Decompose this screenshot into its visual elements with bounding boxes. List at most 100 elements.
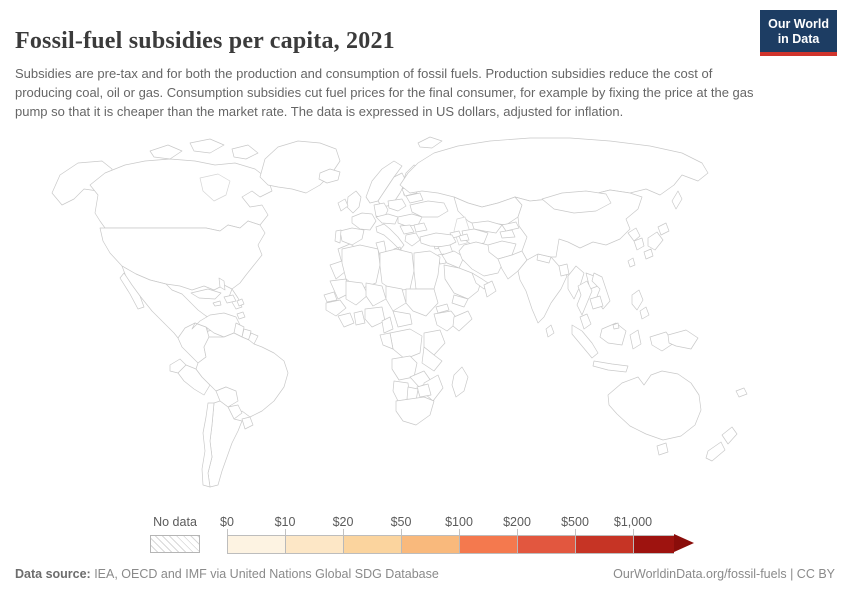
country-greece[interactable] (404, 232, 421, 247)
world-choropleth-map (51, 136, 748, 488)
country-malaysia[interactable] (579, 313, 592, 330)
country-kenya-uganda[interactable] (423, 329, 446, 356)
country-nigeria[interactable] (364, 306, 386, 328)
country-cuba[interactable] (190, 288, 222, 300)
country-bulgaria[interactable] (413, 222, 428, 233)
country-niger[interactable] (365, 282, 387, 307)
country-canada[interactable] (89, 158, 273, 232)
legend-bin-$20-$50[interactable] (344, 536, 402, 553)
country-czech-austria[interactable] (375, 213, 399, 225)
country-belarus[interactable] (405, 192, 424, 204)
legend-bin-$0-$10[interactable] (228, 536, 286, 553)
country-iraq[interactable] (441, 250, 465, 269)
country-south-korea[interactable] (633, 237, 645, 251)
legend-no-data-swatch[interactable] (150, 535, 200, 553)
country-north-korea[interactable] (627, 227, 641, 242)
country-sudan[interactable] (405, 288, 439, 317)
country-bangladesh[interactable] (558, 263, 570, 277)
country-south-africa[interactable] (395, 396, 435, 426)
country-taiwan[interactable] (627, 257, 636, 268)
country-australia[interactable] (656, 442, 669, 456)
country-tajikistan[interactable] (499, 229, 516, 239)
country-russia[interactable] (671, 190, 683, 210)
country-drc[interactable] (389, 328, 423, 360)
country-ireland[interactable] (337, 198, 349, 212)
country-indonesia[interactable] (592, 360, 629, 373)
country-spain[interactable] (339, 227, 365, 246)
country-zimbabwe[interactable] (416, 383, 432, 398)
country-indonesia[interactable] (571, 324, 599, 359)
legend-bin-$500-$1,000[interactable] (576, 536, 634, 553)
legend-bin-$200-$500[interactable] (518, 536, 576, 553)
country-somalia[interactable] (452, 310, 473, 332)
country-japan[interactable] (647, 231, 664, 251)
country-algeria[interactable] (341, 244, 381, 290)
legend-bin-$50-$100[interactable] (402, 536, 460, 553)
country-madagascar[interactable] (451, 366, 469, 398)
country-gabon-congo[interactable] (379, 332, 394, 350)
country-guinea-region[interactable] (325, 299, 347, 317)
country-france[interactable] (351, 212, 377, 231)
country-senegal[interactable] (323, 291, 338, 303)
country-cambodia[interactable] (589, 295, 604, 310)
country-new-zealand[interactable] (705, 441, 726, 462)
country-libya[interactable] (379, 248, 415, 292)
legend-tick-label: $200 (503, 515, 531, 529)
country-mongolia[interactable] (541, 190, 612, 214)
country-greenland[interactable] (259, 140, 341, 194)
country-indonesia[interactable] (629, 329, 642, 350)
country-yemen[interactable] (451, 294, 469, 308)
country-tanzania[interactable] (421, 346, 443, 372)
legend-bin-$1,000+[interactable] (634, 536, 674, 553)
country-sri-lanka[interactable] (545, 324, 555, 338)
country-japan[interactable] (657, 222, 670, 236)
country-ivory-coast[interactable] (337, 312, 355, 328)
country-canada[interactable] (231, 144, 259, 160)
country-mali[interactable] (345, 280, 369, 306)
country-australia[interactable] (607, 370, 702, 441)
country-bahamas[interactable] (218, 277, 226, 291)
country-brunei[interactable] (612, 322, 620, 330)
country-eritrea[interactable] (435, 303, 450, 314)
country-cameroon[interactable] (381, 316, 394, 334)
data-source-note: Data source: IEA, OECD and IMF via Unite… (15, 567, 439, 581)
country-vietnam[interactable] (591, 272, 611, 310)
country-svalbard[interactable] (417, 136, 443, 149)
legend-bin-$100-$200[interactable] (460, 536, 518, 553)
country-japan[interactable] (643, 248, 654, 260)
country-uruguay[interactable] (241, 416, 254, 430)
country-thailand[interactable] (576, 280, 593, 316)
country-kyrgyzstan[interactable] (501, 221, 520, 232)
country-ghana[interactable] (353, 310, 366, 326)
country-india[interactable] (517, 253, 568, 324)
country-ukraine[interactable] (409, 200, 449, 218)
country-philippines[interactable] (631, 289, 644, 311)
country-poland[interactable] (387, 198, 407, 212)
country-mexico[interactable] (119, 272, 145, 310)
country-portugal[interactable] (334, 229, 342, 244)
country-trinidad[interactable] (236, 311, 246, 320)
country-philippines[interactable] (639, 306, 650, 320)
country-azerbaijan[interactable] (458, 233, 470, 242)
country-central-african-republic[interactable] (392, 310, 413, 328)
country-hispaniola[interactable] (223, 294, 245, 307)
country-balkans[interactable] (399, 224, 415, 235)
country-chile[interactable] (201, 402, 215, 488)
country-norway[interactable] (365, 160, 403, 204)
country-canada[interactable] (189, 138, 225, 154)
owid-logo[interactable]: Our World in Data (760, 10, 837, 56)
country-canada[interactable] (149, 144, 183, 160)
country-egypt[interactable] (413, 250, 441, 290)
country-iceland[interactable] (318, 168, 341, 184)
country-new-zealand[interactable] (721, 426, 738, 445)
country-fiji[interactable] (735, 387, 748, 398)
country-indonesia[interactable] (599, 322, 627, 346)
country-germany[interactable] (373, 202, 389, 219)
country-uk[interactable] (346, 190, 362, 214)
legend-bin-$10-$20[interactable] (286, 536, 344, 553)
country-papua-new-guinea[interactable] (667, 329, 699, 350)
country-chad[interactable] (385, 285, 407, 312)
country-oman[interactable] (483, 280, 497, 298)
country-jamaica[interactable] (212, 300, 222, 307)
country-turkey[interactable] (419, 232, 457, 248)
